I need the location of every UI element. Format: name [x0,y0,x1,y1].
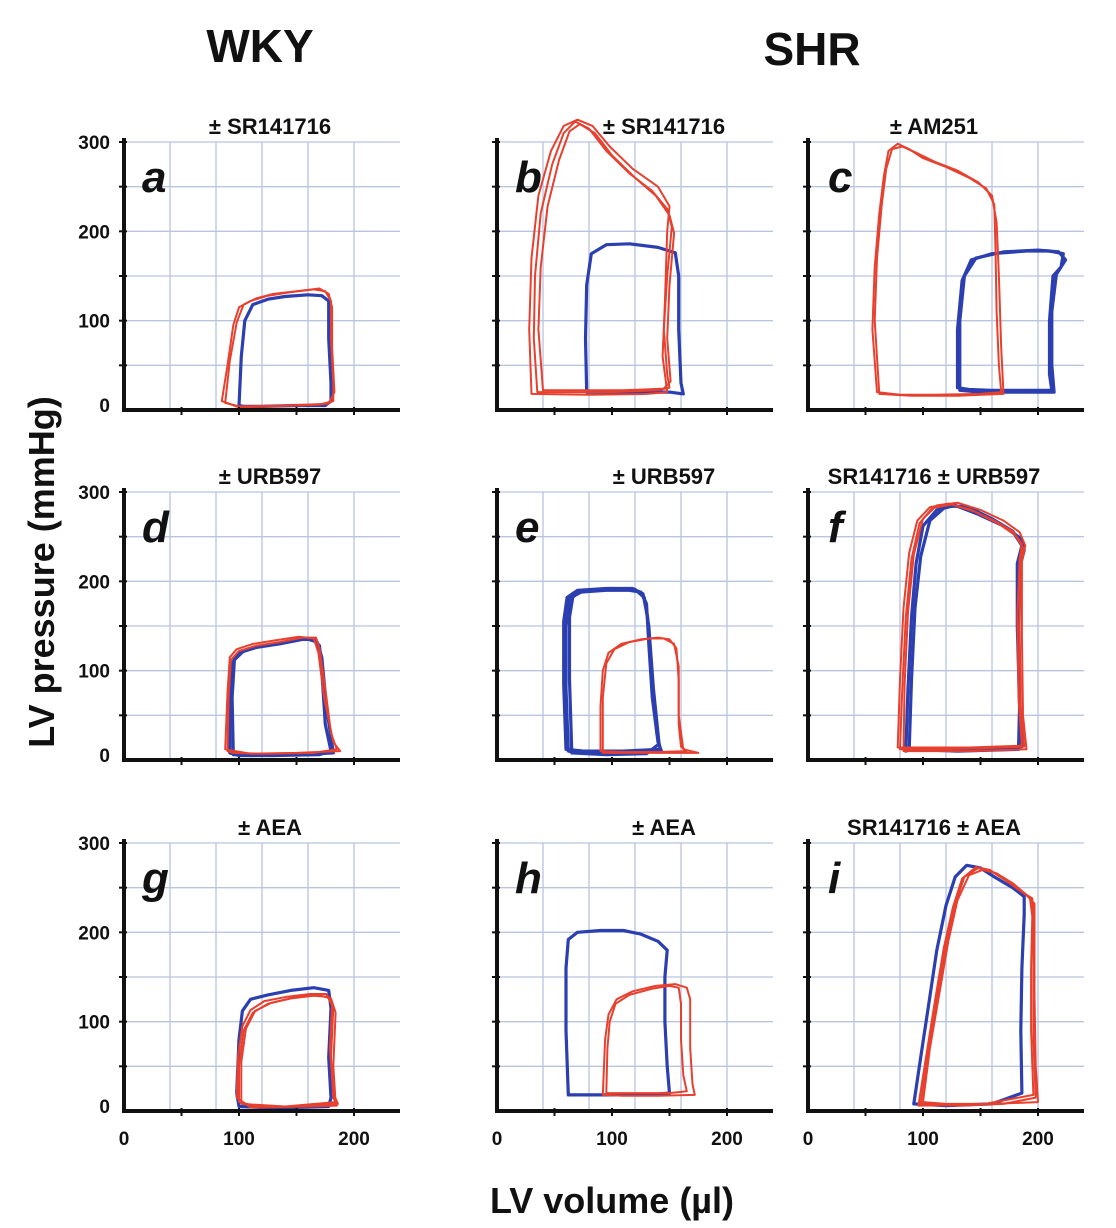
pv-loop-treated [871,142,1003,396]
panel-f: SR141716 ± URB597 f [803,464,1084,765]
panel-letter: d [142,503,170,552]
x-tick-label: 0 [119,1129,130,1150]
panel-b: ± SR141716 b [492,114,773,415]
panel-title: ± SR141716 [603,114,725,139]
y-tick-label: 300 [78,483,110,504]
pv-loop-treated [917,866,1035,1107]
x-tick-label: 200 [1022,1129,1054,1150]
x-tick-label: 200 [338,1129,370,1150]
pv-loop-treated [601,637,700,754]
y-tick-label: 300 [78,133,110,154]
pv-loop-treated [224,287,336,408]
panel-title: ± URB597 [219,464,322,489]
y-tick-label: 100 [78,662,110,683]
pv-loop-control [958,248,1068,394]
x-tick-label: 100 [596,1129,628,1150]
panel-title: SR141716 ± URB597 [828,464,1041,489]
panel-letter: b [515,153,542,202]
pv-loop-treated [235,993,339,1109]
pv-loop-control [235,986,333,1109]
pv-loop-treated [532,120,673,394]
panel-letter: c [828,153,852,202]
panel-e: ± URB597 e [492,464,773,765]
pv-loop-control [230,636,335,758]
y-tick-label: 300 [78,834,110,855]
pv-loop-control [564,928,672,1097]
y-axis-label: LV pressure (mmHg) [21,396,62,747]
x-tick-label: 200 [711,1129,743,1150]
panel-letter: f [828,503,847,552]
pv-loop-treated [896,502,1023,749]
pv-loop-treated [537,123,676,392]
panel-h: 0 100 200 ± AEA h [492,815,773,1150]
y-tick-label: 0 [99,1097,110,1118]
panel-title: ± AEA [632,815,696,840]
pv-loop-treated [899,503,1026,751]
panel-a: 0 100 200 300 ± SR141716 a [78,114,400,417]
x-tick-label: 0 [492,1129,503,1150]
pv-loop-treated [902,501,1028,753]
panel-title: ± AEA [238,815,302,840]
panels: 0 100 200 300 ± SR141716 a ± SR141716 b ± AM251 c… [78,114,1084,1150]
pv-loop-treated [599,636,688,753]
panel-letter: g [141,854,169,903]
pv-loop-control [228,637,333,758]
pv-loop-treated [605,984,688,1095]
pv-loop-treated [224,635,342,755]
y-tick-label: 100 [78,1013,110,1034]
pv-loop-treated [226,636,338,755]
panel-g: 0 100 200 300 0 100 200 ± AEA g [78,815,400,1150]
group-label-shr: SHR [763,23,860,75]
panel-title: ± URB597 [613,464,716,489]
panel-letter: h [515,854,542,903]
x-tick-label: 100 [907,1129,939,1150]
pv-loop-control [912,863,1026,1108]
x-tick-label: 0 [803,1129,814,1150]
panel-title: ± AM251 [890,114,978,139]
y-tick-label: 100 [78,312,110,333]
pv-loop-control [583,242,685,396]
pv-loop-treated [240,993,337,1108]
y-tick-label: 0 [99,746,110,767]
pv-loop-treated [873,145,1005,397]
y-tick-label: 200 [78,923,110,944]
pv-loop-control [237,293,333,408]
x-axis-label: LV volume (µl) [490,1180,734,1221]
pv-loop-treated [528,118,671,396]
x-tick-label: 100 [223,1129,255,1150]
panel-title: ± SR141716 [209,114,331,139]
pv-loop-control [907,504,1024,753]
pv-loop-treated [601,983,696,1097]
y-tick-label: 0 [99,396,110,417]
y-tick-label: 200 [78,572,110,593]
panel-letter: e [515,503,539,552]
pv-loop-control [562,586,662,753]
panel-c: ± AM251 c [803,114,1084,415]
panel-letter: a [142,153,166,202]
panel-letter: i [828,854,841,903]
y-tick-label: 200 [78,222,110,243]
group-label-wky: WKY [206,20,313,72]
panel-d: 0 100 200 300 ± URB597 d [78,464,400,767]
panel-title: SR141716 ± AEA [847,815,1021,840]
